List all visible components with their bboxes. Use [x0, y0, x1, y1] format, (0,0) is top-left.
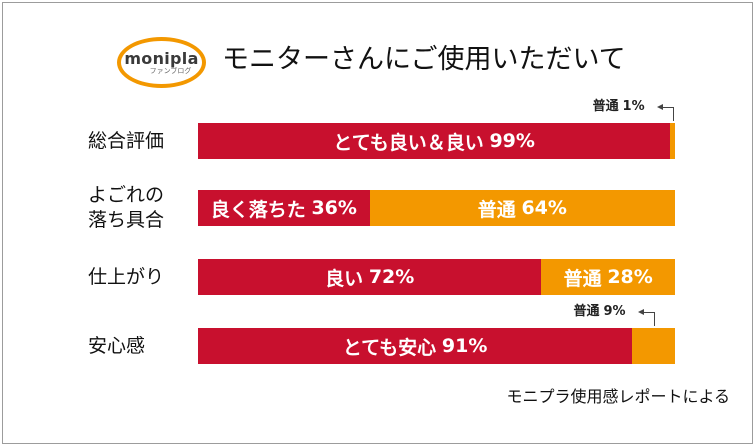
row-label: 仕上がり: [88, 259, 164, 295]
row-label: 安心感: [88, 328, 145, 364]
data-label: とても良い＆良い 99%: [198, 123, 670, 159]
segment-name: 普通: [573, 304, 600, 319]
data-label: 普通 64%: [370, 190, 675, 226]
arrow-left-icon: [656, 104, 663, 110]
row-label-line: 落ち具合: [88, 209, 165, 231]
row-label: よごれの 落ち具合: [88, 184, 164, 231]
segment-value: 72: [368, 266, 396, 288]
segment-name: 良く落ちた: [210, 198, 306, 221]
segment-value: 28: [607, 266, 634, 288]
callout-line: [639, 312, 654, 313]
segment-name: とても良い＆良い: [333, 131, 484, 154]
row-label: 総合評価: [88, 123, 164, 159]
row-label-line: 仕上がり: [88, 265, 165, 288]
segment-unit: %: [395, 266, 415, 288]
logo-wordmark: monipla: [124, 49, 199, 68]
segment-unit: %: [631, 99, 645, 114]
callout-line: [658, 107, 673, 108]
segment-value: 1: [622, 99, 632, 114]
data-label: とても安心 91%: [198, 328, 632, 364]
callout-label: 普通 1%: [593, 99, 645, 115]
arrow-left-icon: [637, 309, 644, 315]
segment-name: 良い: [325, 267, 364, 290]
bar-segment: 良い 72%: [198, 259, 542, 295]
bar-segment: 良く落ちた 36%: [198, 190, 370, 226]
segment-value: 64: [521, 197, 548, 219]
segment-value: 99: [489, 130, 516, 152]
segment-name: 普通: [477, 198, 516, 221]
bar-segment: 普通 64%: [369, 190, 675, 226]
bar-segment: [632, 328, 675, 364]
data-label: 良い 72%: [198, 259, 541, 295]
segment-unit: %: [515, 130, 535, 152]
chart-title: モニターさんにご使用いただいて: [222, 44, 626, 75]
callout-line: [653, 312, 655, 326]
segment-name: 普通: [563, 267, 602, 290]
segment-name: 普通: [592, 99, 619, 114]
segment-value: 91: [441, 335, 469, 357]
segment-unit: %: [547, 197, 567, 219]
bar-segment: 普通 28%: [541, 259, 675, 295]
data-label: 良く落ちた 36%: [198, 190, 370, 226]
callout-label: 普通 9%: [574, 304, 626, 320]
logo-subtext: ファンブログ: [149, 67, 192, 75]
bar-segment: [670, 123, 675, 159]
segment-unit: %: [337, 197, 357, 219]
bar-segment: とても安心 91%: [198, 328, 633, 364]
segment-unit: %: [612, 304, 626, 319]
row-label-line: よごれの: [88, 184, 165, 206]
segment-unit: %: [468, 335, 488, 357]
segment-unit: %: [633, 266, 653, 288]
callout-line: [672, 107, 674, 121]
data-label: 普通 28%: [541, 259, 675, 295]
segment-value: 9: [603, 304, 613, 319]
monipla-logo: monipla ファンブログ: [117, 37, 206, 88]
segment-name: とても安心: [342, 336, 437, 359]
segment-value: 36: [311, 197, 338, 219]
row-label-line: 総合評価: [88, 129, 165, 152]
source-note: モニプラ使用感レポートによる: [506, 387, 730, 406]
row-label-line: 安心感: [88, 334, 146, 357]
bar-segment: とても良い＆良い 99%: [198, 123, 671, 159]
